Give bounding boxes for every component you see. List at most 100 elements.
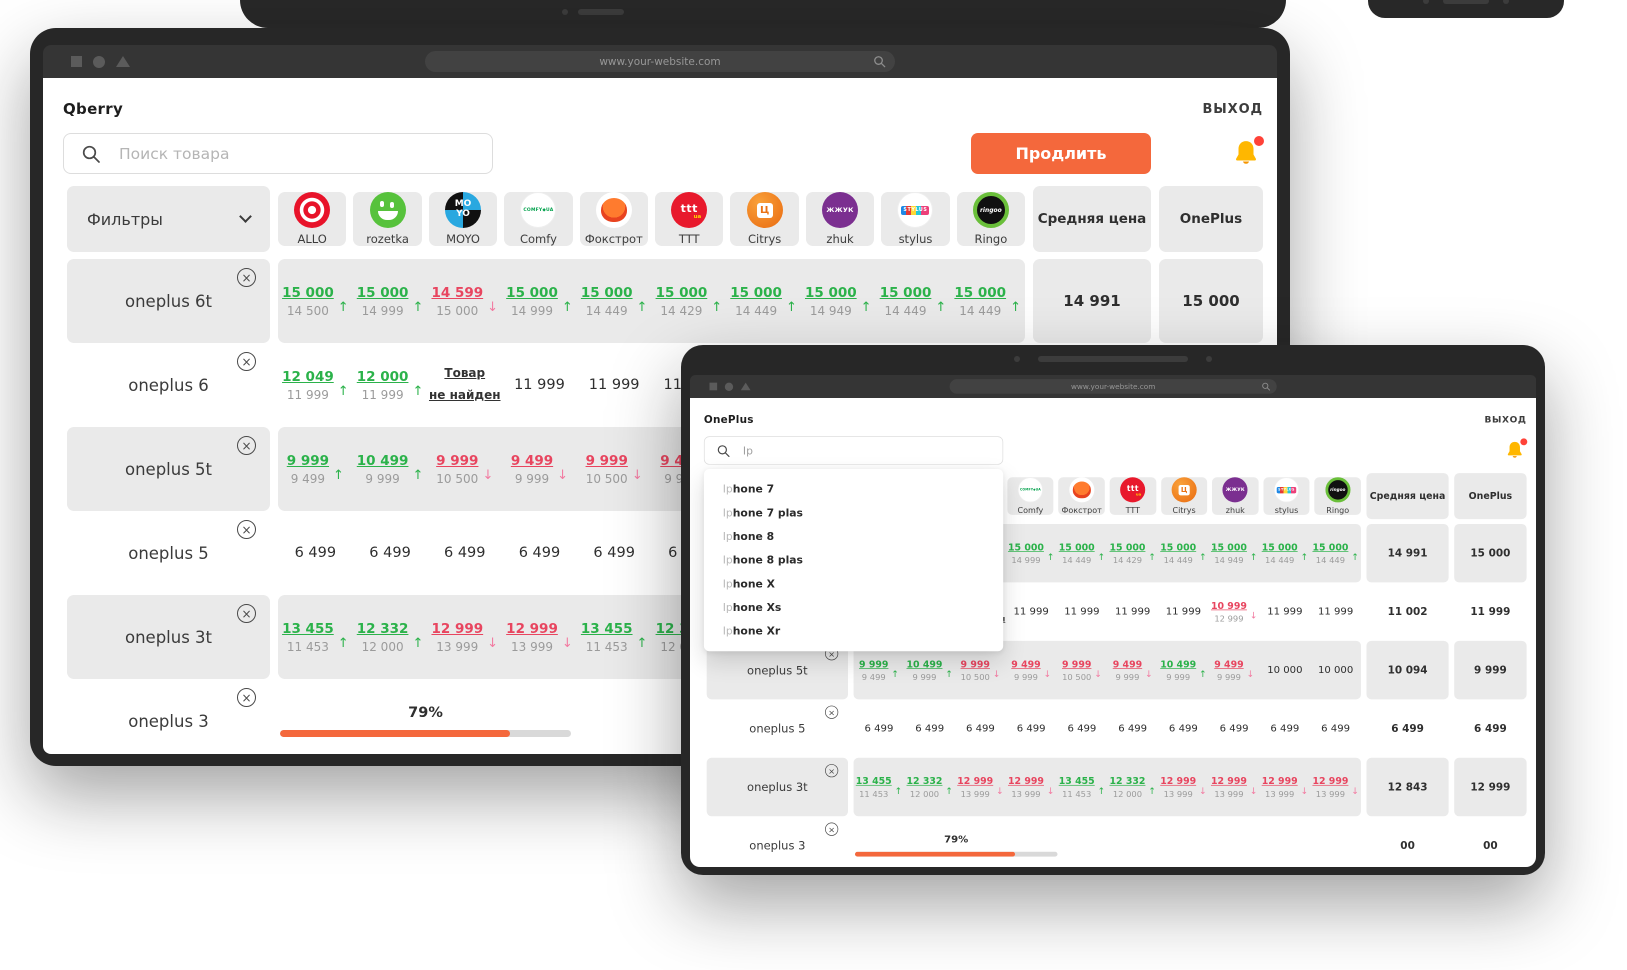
search-suggestion-item[interactable]: Iphone 8 plas xyxy=(704,548,1003,572)
price-link[interactable]: 12 999 xyxy=(431,620,484,637)
retailer-filter-allo[interactable]: ALLO xyxy=(278,192,347,246)
remove-product-button[interactable]: × xyxy=(237,436,256,455)
search-input[interactable]: Ip xyxy=(703,436,1004,465)
price-link[interactable]: 15 000 xyxy=(804,284,857,301)
price-link[interactable]: 10 499 xyxy=(1160,658,1197,670)
retailer-filter-stylus[interactable]: STYLUS stylus xyxy=(881,192,950,246)
price-link[interactable]: 12 332 xyxy=(356,620,409,637)
price-link[interactable]: 9 499 xyxy=(1011,658,1041,670)
url-bar[interactable]: www.your-website.com xyxy=(949,379,1277,394)
price-link[interactable]: 12 000 xyxy=(356,368,409,385)
price-link[interactable]: 9 999 xyxy=(859,658,889,670)
remove-product-button[interactable]: × xyxy=(237,352,256,371)
url-bar[interactable]: www.your-website.com xyxy=(425,51,895,72)
search-suggestion-item[interactable]: Iphone Xs xyxy=(704,596,1003,620)
notifications-bell[interactable] xyxy=(1231,135,1264,170)
suggestion-rest: hone X xyxy=(732,577,775,591)
window-circle-icon[interactable] xyxy=(724,382,734,391)
remove-product-button[interactable]: × xyxy=(825,764,839,778)
price-link[interactable]: 10 499 xyxy=(356,452,409,469)
retailer-filter-citrys[interactable]: Ц Citrys xyxy=(1160,477,1208,515)
retailer-filter-comfy[interactable]: COMFY◆UA Comfy xyxy=(504,192,573,246)
price-link[interactable]: 12 999 xyxy=(506,620,558,637)
search-suggestion-item[interactable]: Iphone X xyxy=(704,572,1003,596)
price-link[interactable]: 12 332 xyxy=(906,775,943,787)
price-link[interactable]: 15 000 xyxy=(1312,541,1349,553)
retailer-filter-rozetka[interactable]: rozetka xyxy=(353,192,422,246)
retailer-filter-stylus[interactable]: STYLUS stylus xyxy=(1263,477,1310,515)
price-link[interactable]: 15 000 xyxy=(1109,541,1146,553)
price-link[interactable]: 12 999 xyxy=(1312,775,1349,787)
remove-product-button[interactable]: × xyxy=(825,822,839,836)
extend-button[interactable]: Продлить xyxy=(971,133,1151,174)
window-triangle-icon[interactable] xyxy=(116,56,130,67)
price-link[interactable]: 9 999 xyxy=(436,452,479,469)
retailer-filter-zhuk[interactable]: ЖЖУК zhuk xyxy=(805,192,875,246)
price-link[interactable]: 9 999 xyxy=(286,452,330,469)
price-link[interactable]: 15 000 xyxy=(655,284,708,301)
retailer-filter-ttt[interactable]: ttt ua TTT xyxy=(655,192,724,246)
price-link[interactable]: 13 455 xyxy=(1058,775,1095,787)
notifications-bell[interactable] xyxy=(1504,437,1528,461)
retailer-filter-ttt[interactable]: ttt ua TTT xyxy=(1109,477,1157,515)
price-link[interactable]: 12 999 xyxy=(1160,775,1197,787)
price-link[interactable]: 9 499 xyxy=(1214,658,1244,670)
price-link[interactable]: 15 000 xyxy=(580,284,633,301)
price-link[interactable]: 9 499 xyxy=(510,452,554,469)
filters-dropdown[interactable]: Фильтры xyxy=(67,186,270,252)
retailer-filter-ringo[interactable]: ringoo Ringo xyxy=(956,192,1026,246)
retailer-filter-citrys[interactable]: Ц Citrys xyxy=(730,192,799,246)
price-link[interactable]: 13 455 xyxy=(580,620,633,637)
price-link[interactable]: 15 000 xyxy=(954,284,1007,301)
window-circle-icon[interactable] xyxy=(93,55,105,68)
price-link[interactable]: 15 000 xyxy=(1210,541,1247,553)
price-link[interactable]: 15 000 xyxy=(1007,541,1044,553)
retailer-filter-comfy[interactable]: COMFY◆UA Comfy xyxy=(1007,477,1054,515)
window-triangle-icon[interactable] xyxy=(740,382,751,391)
retailer-filter-fox[interactable]: Фокстрот xyxy=(1058,477,1105,515)
search-suggestion-item[interactable]: Iphone 7 xyxy=(704,477,1003,501)
window-square-icon[interactable] xyxy=(709,382,718,391)
price-link[interactable]: 15 000 xyxy=(879,284,932,301)
price-link[interactable]: 12 332 xyxy=(1109,775,1146,787)
price-link[interactable]: 12 999 xyxy=(1210,775,1247,787)
price-link[interactable]: 10 499 xyxy=(906,658,943,670)
search-input[interactable]: Поиск товара xyxy=(63,133,493,174)
price-link[interactable]: 13 455 xyxy=(855,775,892,787)
price-link[interactable]: 15 000 xyxy=(356,284,409,301)
price-link[interactable]: 9 999 xyxy=(960,658,990,670)
price-link[interactable]: 13 455 xyxy=(282,620,334,637)
logout-link[interactable]: ВЫХОД xyxy=(1484,414,1527,425)
remove-product-button[interactable]: × xyxy=(237,688,256,707)
price-link[interactable]: 14 599 xyxy=(431,284,484,301)
price-link[interactable]: 9 999 xyxy=(585,452,628,469)
price-link[interactable]: 15 000 xyxy=(1160,541,1197,553)
price-link[interactable]: 15 000 xyxy=(1261,541,1298,553)
price-link[interactable]: 10 999 xyxy=(1210,600,1247,612)
price-link[interactable]: 15 000 xyxy=(1058,541,1095,553)
retailer-filter-ringo[interactable]: ringoo Ringo xyxy=(1314,477,1361,515)
retailer-filter-zhuk[interactable]: ЖЖУК zhuk xyxy=(1212,477,1259,515)
remove-product-button[interactable]: × xyxy=(237,520,256,539)
price-link[interactable]: 15 000 xyxy=(506,284,558,301)
price-link[interactable]: 15 000 xyxy=(282,284,334,301)
remove-product-button[interactable]: × xyxy=(237,268,256,287)
search-suggestion-item[interactable]: Iphone 7 plas xyxy=(704,501,1003,525)
price-link[interactable]: 12 999 xyxy=(957,775,994,787)
retailer-filter-fox[interactable]: Фокстрот xyxy=(579,192,649,246)
logout-link[interactable]: ВЫХОД xyxy=(1202,101,1263,117)
price-link[interactable]: 12 999 xyxy=(1261,775,1298,787)
previous-price: 9 499 xyxy=(861,671,886,682)
price-link[interactable]: 9 499 xyxy=(1112,658,1143,670)
search-suggestion-item[interactable]: Iphone Xr xyxy=(704,619,1003,643)
price-link[interactable]: 15 000 xyxy=(730,284,782,301)
window-square-icon[interactable] xyxy=(71,56,82,67)
remove-product-button[interactable]: × xyxy=(825,705,839,719)
remove-product-button[interactable]: × xyxy=(237,604,256,623)
price-link[interactable]: 12 049 xyxy=(282,368,334,385)
price-link[interactable]: 9 999 xyxy=(1062,658,1092,670)
retailer-filter-moyo[interactable]: MO YO MOYO xyxy=(428,192,498,246)
search-suggestion-item[interactable]: Iphone 8 xyxy=(704,525,1003,549)
price-link[interactable]: 12 999 xyxy=(1007,775,1044,787)
